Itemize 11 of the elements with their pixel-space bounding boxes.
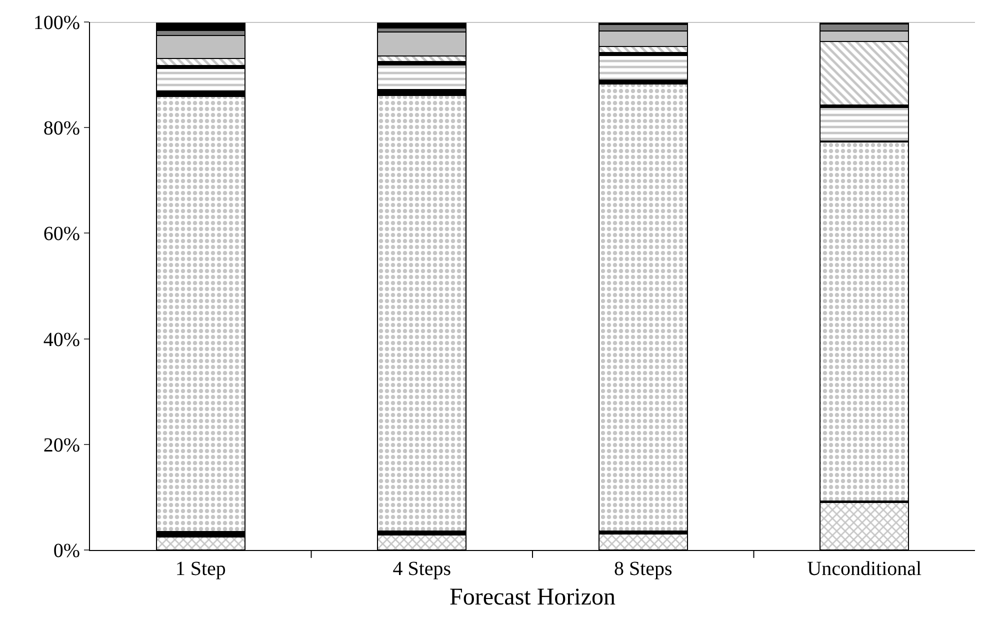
y-tick-label: 60% <box>43 223 80 246</box>
x-tick-label: 4 Steps <box>392 558 452 580</box>
y-tick-label: 80% <box>43 118 80 140</box>
x-tick-label: 8 Steps <box>614 558 673 580</box>
x-axis-title: Forecast Horizon <box>450 584 616 610</box>
x-tick-label: 1 Step <box>175 558 226 580</box>
x-tick-label: Unconditional <box>807 558 922 580</box>
y-tick-label: 20% <box>43 434 80 456</box>
y-tick-label: 0% <box>53 540 80 562</box>
y-tick-label: 40% <box>43 328 80 351</box>
y-tick-label: 100% <box>33 12 80 34</box>
